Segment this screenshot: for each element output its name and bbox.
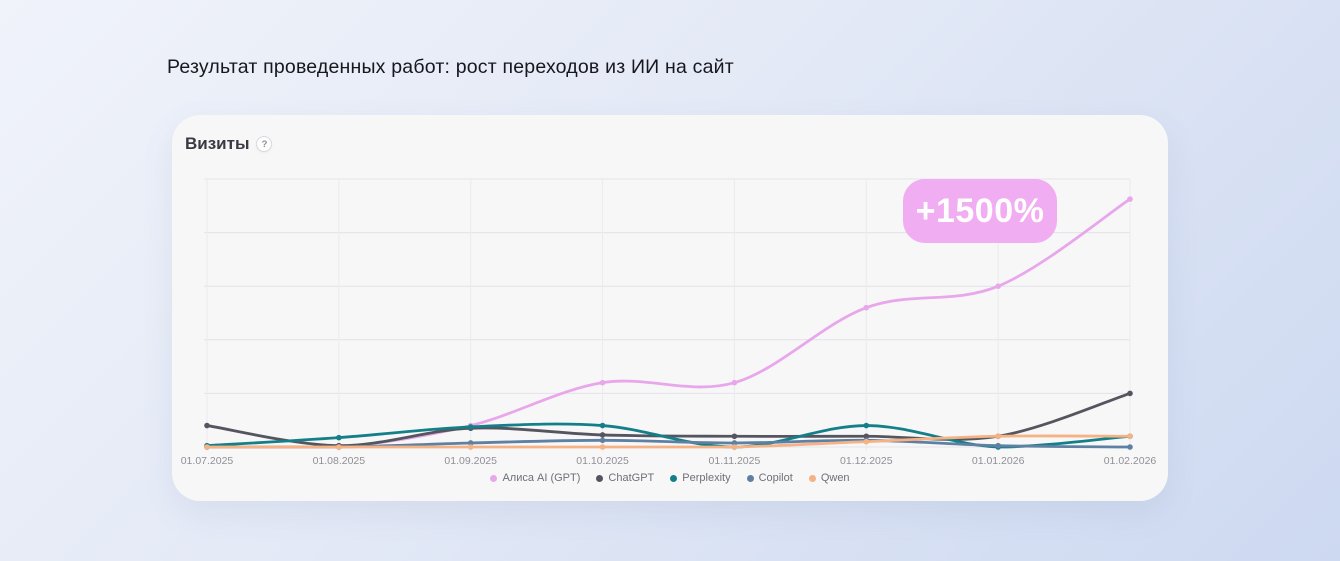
data-point[interactable] (995, 433, 1001, 440)
chart-legend: Алиса AI (GPT) ChatGPT Perplexity Copilot Qw… (172, 472, 1168, 484)
data-point[interactable] (336, 444, 342, 450)
legend-label: Perplexity (682, 472, 731, 484)
data-point[interactable] (204, 444, 210, 450)
legend-dot (808, 474, 816, 482)
legend-item-Copilot[interactable]: Copilot (746, 472, 793, 484)
legend-item-Алиса AI (GPT)[interactable]: Алиса AI (GPT) (490, 472, 580, 484)
data-point[interactable] (599, 437, 606, 444)
data-point[interactable] (467, 444, 474, 450)
legend-item-Qwen[interactable]: Qwen (808, 472, 850, 484)
legend-dot (746, 474, 754, 482)
data-point[interactable] (1127, 433, 1133, 440)
legend-item-ChatGPT[interactable]: ChatGPT (596, 472, 654, 484)
data-point[interactable] (336, 434, 342, 441)
legend-dot (670, 474, 678, 482)
data-point[interactable] (599, 379, 606, 386)
line-chart (204, 178, 1133, 451)
chart-title: Визиты (185, 134, 250, 153)
data-point[interactable] (731, 433, 738, 440)
legend-label: ChatGPT (608, 472, 655, 484)
data-point[interactable] (599, 432, 606, 438)
page-title: Результат проведенных работ: рост перехо… (167, 56, 734, 78)
data-point[interactable] (731, 440, 738, 446)
data-point[interactable] (599, 422, 606, 429)
legend-item-Perplexity[interactable]: Perplexity (670, 472, 731, 484)
data-point[interactable] (995, 442, 1001, 449)
data-point[interactable] (467, 424, 474, 430)
data-point[interactable] (204, 422, 210, 429)
data-point[interactable] (1127, 390, 1133, 397)
growth-badge: +1500% (903, 179, 1057, 243)
card-header: Визиты ? (185, 134, 273, 154)
legend-label: Copilot (758, 472, 793, 484)
data-point[interactable] (467, 440, 474, 446)
data-point[interactable] (599, 444, 606, 450)
data-point[interactable] (863, 304, 870, 311)
legend-dot (596, 474, 604, 482)
data-point[interactable] (731, 379, 738, 386)
data-point[interactable] (731, 444, 738, 450)
legend-label: Алиса AI (GPT) (502, 472, 581, 484)
visits-chart-card: Визиты ? 01.07.2025 01.08.2025 01.09.2025 0… (172, 115, 1168, 501)
data-point[interactable] (1127, 196, 1133, 202)
data-point[interactable] (863, 422, 870, 429)
legend-label: Qwen (820, 472, 850, 484)
data-point[interactable] (863, 433, 870, 440)
help-icon[interactable]: ? (256, 136, 273, 152)
series-line-ChatGPT (205, 392, 1132, 448)
legend-dot (490, 474, 498, 482)
data-point[interactable] (1127, 444, 1133, 450)
data-point[interactable] (863, 438, 870, 445)
data-point[interactable] (995, 283, 1001, 289)
series-line-Qwen (205, 434, 1132, 449)
